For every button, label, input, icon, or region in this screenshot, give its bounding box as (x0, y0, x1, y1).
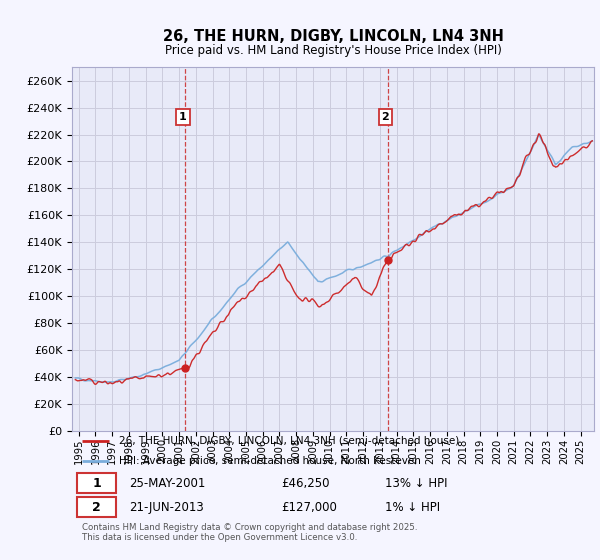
FancyBboxPatch shape (77, 497, 116, 517)
Text: 26, THE HURN, DIGBY, LINCOLN, LN4 3NH (semi-detached house): 26, THE HURN, DIGBY, LINCOLN, LN4 3NH (s… (119, 436, 459, 446)
Text: 25-MAY-2001: 25-MAY-2001 (130, 477, 206, 489)
Text: Price paid vs. HM Land Registry's House Price Index (HPI): Price paid vs. HM Land Registry's House … (164, 44, 502, 57)
Text: £127,000: £127,000 (281, 501, 337, 514)
Text: 13% ↓ HPI: 13% ↓ HPI (385, 477, 448, 489)
Text: 1% ↓ HPI: 1% ↓ HPI (385, 501, 440, 514)
Text: 1: 1 (92, 477, 101, 489)
Text: 21-JUN-2013: 21-JUN-2013 (130, 501, 204, 514)
Text: £46,250: £46,250 (281, 477, 329, 489)
Text: Contains HM Land Registry data © Crown copyright and database right 2025.
This d: Contains HM Land Registry data © Crown c… (82, 522, 418, 542)
Text: 2: 2 (92, 501, 101, 514)
Text: HPI: Average price, semi-detached house, North Kesteven: HPI: Average price, semi-detached house,… (119, 456, 421, 466)
Text: 2: 2 (382, 112, 389, 122)
Text: 1: 1 (179, 112, 187, 122)
Text: 26, THE HURN, DIGBY, LINCOLN, LN4 3NH: 26, THE HURN, DIGBY, LINCOLN, LN4 3NH (163, 29, 503, 44)
FancyBboxPatch shape (77, 473, 116, 493)
